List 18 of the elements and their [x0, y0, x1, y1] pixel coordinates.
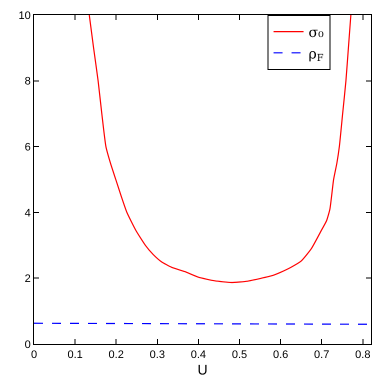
x-tick-label: 0.1 [67, 349, 83, 362]
legend-label: ρ$_{F}$ [308, 46, 324, 64]
x-tick-label: 0.5 [232, 349, 248, 362]
x-tick-label: 0.3 [150, 349, 165, 362]
line-series [88, 15, 352, 284]
y-tick-label: 10 [18, 10, 31, 22]
x-tick-label: 0.7 [314, 349, 330, 362]
x-axis-title: U [197, 362, 208, 378]
x-tick-label: 0.6 [272, 349, 288, 362]
y-tick-label: 2 [24, 273, 31, 286]
legend-label: σ₀ [308, 25, 324, 42]
y-tick-label: 6 [24, 141, 31, 154]
y-tick-label: 8 [24, 76, 31, 88]
y-tick-label: 0 [24, 338, 31, 351]
x-tick-label: 0.8 [355, 349, 370, 362]
x-tick-label: 0.2 [108, 349, 124, 362]
x-tick-label: 0.4 [190, 349, 206, 362]
y-tick-label: 4 [24, 207, 31, 220]
